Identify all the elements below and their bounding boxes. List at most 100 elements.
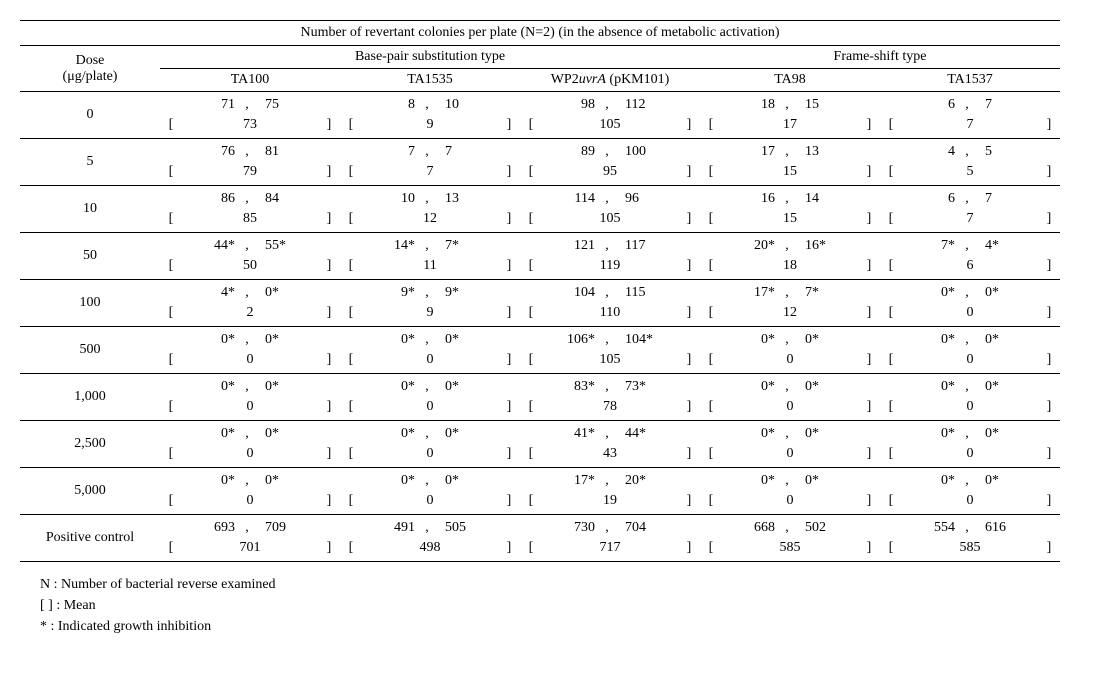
value-pair: 0*,0* [700, 330, 880, 350]
value-1: 17* [727, 283, 775, 303]
mean-value: 43 [536, 444, 684, 464]
bracket-right: ] [324, 115, 334, 135]
mean-row: [119] [520, 256, 700, 276]
bracket-left: [ [166, 115, 176, 135]
bracket-left: [ [706, 491, 716, 511]
bracket-right: ] [864, 256, 874, 276]
data-cell: 0*,0*[0] [340, 421, 520, 468]
data-cell: 0*,0*[0] [700, 327, 880, 374]
data-cell: 0*,0*[0] [700, 374, 880, 421]
bracket-right: ] [864, 209, 874, 229]
mean-value: 85 [176, 209, 324, 229]
value-pair: 554,616 [880, 518, 1060, 538]
value-pair: 86,84 [160, 189, 340, 209]
mean-value: 105 [536, 350, 684, 370]
mean-value: 0 [356, 350, 504, 370]
mean-row: [7] [880, 209, 1060, 229]
table-row: 5,0000*,0*[0]0*,0*[0]17*,20*[19]0*,0*[0]… [20, 468, 1060, 515]
value-1: 0* [187, 471, 235, 491]
bracket-left: [ [166, 303, 176, 323]
bracket-right: ] [864, 538, 874, 558]
value-2: 0* [979, 424, 1033, 444]
value-2: 84 [259, 189, 313, 209]
mean-value: 110 [536, 303, 684, 323]
comma-sep: , [775, 471, 799, 491]
table-row: 071,75[73]8,10[9]98,112[105]18,15[17]6,7… [20, 92, 1060, 139]
bracket-left: [ [526, 538, 536, 558]
bracket-left: [ [706, 350, 716, 370]
dose-cell: 0 [20, 92, 160, 139]
value-1: 0* [367, 471, 415, 491]
strain-header-ta1537: TA1537 [880, 69, 1060, 92]
mean-value: 50 [176, 256, 324, 276]
mean-value: 0 [716, 444, 864, 464]
bracket-left: [ [886, 350, 896, 370]
mean-value: 105 [536, 209, 684, 229]
data-cell: 86,84[85] [160, 186, 340, 233]
comma-sep: , [955, 236, 979, 256]
value-2: 115 [619, 283, 673, 303]
value-2: 117 [619, 236, 673, 256]
comma-sep: , [955, 471, 979, 491]
value-pair: 4*,0* [160, 283, 340, 303]
data-cell: 16,14[15] [700, 186, 880, 233]
value-2: 0* [799, 330, 853, 350]
value-1: 4* [187, 283, 235, 303]
mean-row: [50] [160, 256, 340, 276]
value-pair: 0*,0* [160, 471, 340, 491]
mean-row: [0] [160, 444, 340, 464]
mean-row: [43] [520, 444, 700, 464]
bracket-left: [ [886, 538, 896, 558]
value-pair: 17,13 [700, 142, 880, 162]
bracket-left: [ [706, 397, 716, 417]
value-pair: 17*,20* [520, 471, 700, 491]
bracket-right: ] [324, 162, 334, 182]
value-2: 0* [259, 377, 313, 397]
bracket-right: ] [504, 115, 514, 135]
dose-header: Dose(μg/plate) [20, 46, 160, 92]
mean-row: [0] [160, 397, 340, 417]
data-cell: 730,704[717] [520, 515, 700, 562]
bracket-right: ] [1044, 491, 1054, 511]
mean-value: 0 [896, 491, 1044, 511]
strain-header-wp2: WP2uvrA (pKM101) [520, 69, 700, 92]
group-header-frameshift: Frame-shift type [700, 46, 1060, 69]
data-cell: 9*,9*[9] [340, 280, 520, 327]
data-cell: 0*,0*[0] [880, 468, 1060, 515]
mean-value: 0 [176, 444, 324, 464]
bracket-right: ] [504, 162, 514, 182]
value-2: 7 [439, 142, 493, 162]
value-1: 0* [907, 471, 955, 491]
mean-row: [717] [520, 538, 700, 558]
note-asterisk: * : Indicated growth inhibition [40, 616, 1079, 637]
data-cell: 83*,73*[78] [520, 374, 700, 421]
bracket-left: [ [706, 444, 716, 464]
data-cell: 0*,0*[0] [880, 421, 1060, 468]
mean-value: 7 [896, 115, 1044, 135]
comma-sep: , [415, 518, 439, 538]
value-1: 17 [727, 142, 775, 162]
value-1: 0* [187, 424, 235, 444]
bracket-left: [ [166, 538, 176, 558]
bracket-right: ] [684, 162, 694, 182]
bracket-right: ] [504, 444, 514, 464]
value-pair: 0*,0* [340, 471, 520, 491]
value-2: 0* [439, 471, 493, 491]
bracket-left: [ [166, 162, 176, 182]
table-row: 576,81[79]7,7[7]89,100[95]17,13[15]4,5[5… [20, 139, 1060, 186]
mean-row: [0] [880, 444, 1060, 464]
bracket-left: [ [166, 444, 176, 464]
bracket-left: [ [346, 491, 356, 511]
data-cell: 106*,104*[105] [520, 327, 700, 374]
comma-sep: , [415, 283, 439, 303]
value-2: 73* [619, 377, 673, 397]
value-pair: 98,112 [520, 95, 700, 115]
value-pair: 41*,44* [520, 424, 700, 444]
value-pair: 730,704 [520, 518, 700, 538]
data-cell: 554,616[585] [880, 515, 1060, 562]
bracket-right: ] [1044, 397, 1054, 417]
comma-sep: , [595, 424, 619, 444]
value-2: 505 [439, 518, 493, 538]
value-pair: 10,13 [340, 189, 520, 209]
dose-cell: 1,000 [20, 374, 160, 421]
